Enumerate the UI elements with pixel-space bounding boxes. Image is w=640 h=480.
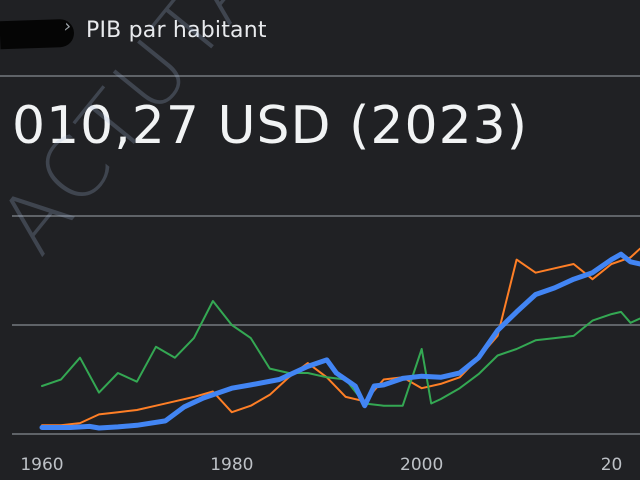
page-title: PIB par habitant — [86, 18, 267, 43]
chart-grid — [12, 215, 640, 435]
series-line-2 — [41, 300, 640, 407]
chart-series — [39, 247, 640, 431]
x-tick-label: 2000 — [400, 455, 443, 475]
x-tick-label: 1960 — [20, 455, 63, 475]
gdp-per-capita-value: 010,27 USD (2023) — [12, 96, 529, 156]
series-line-1 — [41, 247, 640, 427]
x-tick-label: 1980 — [210, 455, 253, 475]
breadcrumb: › PIB par habitant — [0, 8, 640, 50]
header-divider — [0, 75, 640, 77]
series-line-0 — [39, 251, 640, 431]
x-tick-label: 20 — [601, 455, 623, 475]
chart-tick-labels: 1960 1980 2000 20 — [20, 455, 622, 475]
